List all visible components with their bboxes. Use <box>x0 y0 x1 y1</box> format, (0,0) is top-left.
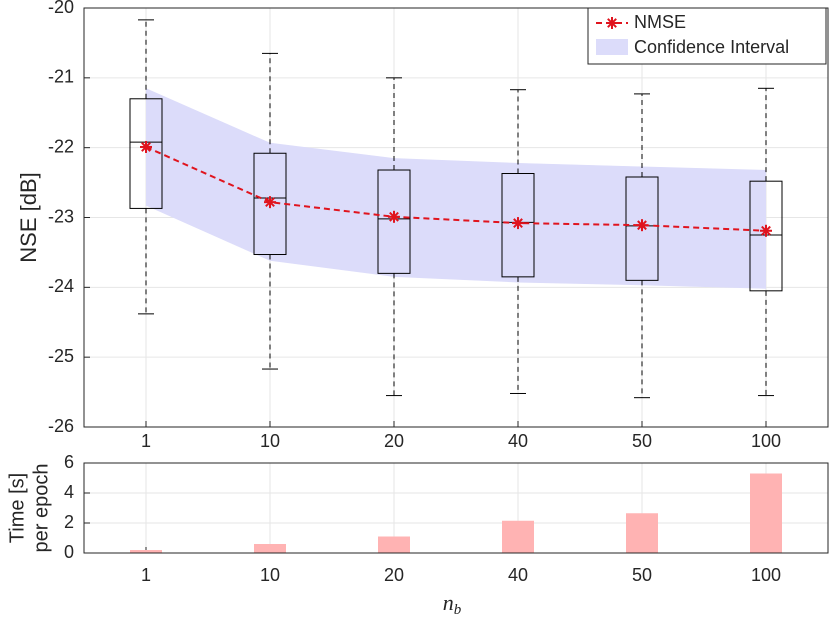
x-tick-label: 100 <box>751 431 781 451</box>
y-tick-label: -24 <box>48 276 74 296</box>
y-tick-label: -21 <box>48 67 74 87</box>
marker-stroke <box>761 225 771 236</box>
marker-stroke <box>141 142 151 152</box>
marker <box>140 140 152 153</box>
marker-stroke <box>607 18 617 28</box>
y-axis-label: Time [s] <box>6 473 28 543</box>
y-tick-label: -26 <box>48 416 74 436</box>
y-tick-label: -23 <box>48 206 74 226</box>
legend-swatch <box>596 39 628 55</box>
confidence-band <box>146 88 766 289</box>
x-tick-label: 1 <box>141 565 151 585</box>
box <box>749 180 783 292</box>
box <box>625 176 659 281</box>
y-tick-label: -20 <box>48 0 74 17</box>
bar <box>750 473 782 553</box>
y-tick-label: 4 <box>64 482 74 502</box>
x-tick-label: 50 <box>632 431 652 451</box>
box <box>501 173 535 278</box>
x-tick-label: 20 <box>384 565 404 585</box>
box <box>129 98 163 209</box>
marker <box>606 17 618 29</box>
x-tick-label: 10 <box>260 565 280 585</box>
x-tick-label: 20 <box>384 431 404 451</box>
marker <box>512 217 524 230</box>
bar <box>378 536 410 553</box>
marker <box>636 219 648 232</box>
y-tick-label: 0 <box>64 542 74 562</box>
marker <box>388 210 400 223</box>
y-tick-label: -25 <box>48 346 74 366</box>
bar <box>502 520 534 553</box>
y-tick-label: 2 <box>64 512 74 532</box>
y-tick-label: 6 <box>64 452 74 472</box>
y-axis-label: per epoch <box>30 464 52 553</box>
marker-stroke <box>513 218 523 228</box>
marker <box>264 196 276 209</box>
y-axis-label: NSE [dB] <box>16 172 41 262</box>
legend-label: Confidence Interval <box>634 37 789 57</box>
x-tick-label: 100 <box>751 565 781 585</box>
x-axis-label: nb <box>443 590 462 618</box>
x-axis-label-base: n <box>443 590 454 615</box>
marker-stroke <box>637 220 647 231</box>
x-axis-label-subscript: b <box>454 602 462 618</box>
x-tick-label: 50 <box>632 565 652 585</box>
x-tick-label: 10 <box>260 431 280 451</box>
box <box>377 169 411 274</box>
axes-frame <box>83 462 829 554</box>
axes-frame <box>83 7 829 428</box>
x-tick-label: 40 <box>508 565 528 585</box>
bar <box>254 544 286 553</box>
bar <box>626 513 658 553</box>
x-tick-label: 1 <box>141 431 151 451</box>
legend-label: NMSE <box>634 12 686 32</box>
y-tick-label: -22 <box>48 136 74 156</box>
marker <box>760 224 772 237</box>
series-line <box>145 146 767 232</box>
marker-stroke <box>265 197 275 208</box>
marker-stroke <box>389 211 399 222</box>
bar <box>130 550 162 553</box>
x-tick-label: 40 <box>508 431 528 451</box>
